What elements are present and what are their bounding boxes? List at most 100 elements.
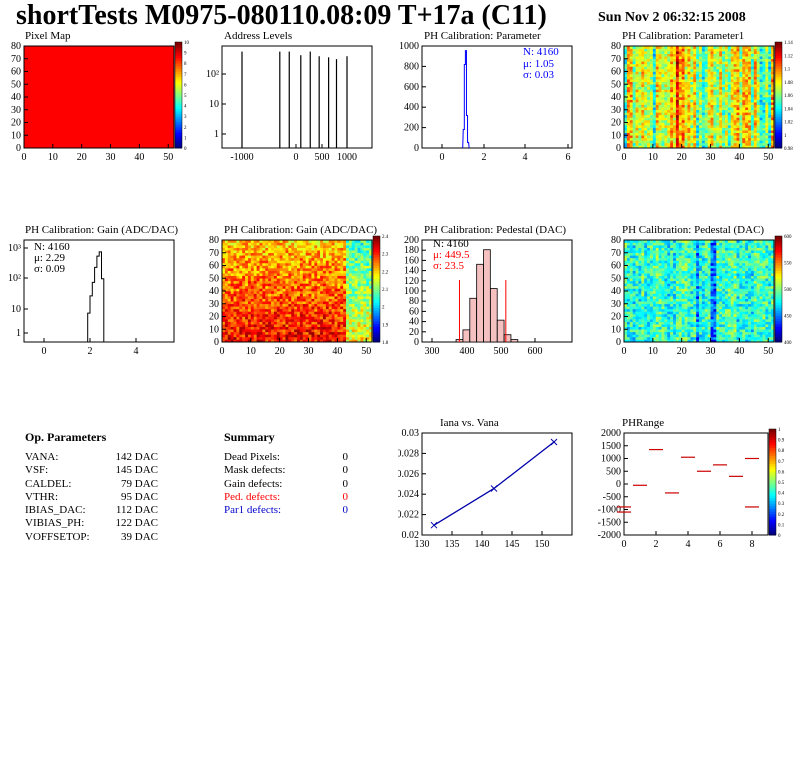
heatmap-cell [719, 336, 723, 340]
heatmap-cell [302, 247, 306, 251]
heatmap-cell [710, 132, 714, 136]
heatmap-cell [644, 140, 648, 144]
heatmap-cell [632, 74, 636, 77]
heatmap-cell [664, 107, 668, 111]
heatmap-cell [696, 53, 700, 57]
heatmap-cell [253, 255, 257, 259]
heatmap-cell [727, 48, 732, 52]
heatmap-cell [681, 336, 685, 340]
heatmap-cell [739, 145, 743, 149]
heatmap-cell [632, 122, 636, 126]
heatmap-cell [649, 91, 654, 95]
heatmap-cell [719, 107, 723, 111]
heatmap-cell [632, 319, 636, 322]
heatmap-cell [641, 326, 645, 330]
heatmap-cell [340, 288, 344, 292]
heatmap-cell [765, 89, 769, 93]
heatmap-cell [748, 127, 752, 131]
colorbar-cell [775, 84, 782, 88]
heatmap-cell [647, 112, 651, 116]
heatmap-cell [696, 319, 700, 322]
heatmap-cell [279, 303, 283, 307]
heatmap-cell [716, 324, 720, 327]
heatmap-cell [291, 313, 295, 317]
heatmap-cell [655, 79, 659, 82]
heatmap-cell [730, 334, 734, 338]
heatmap-cell [664, 94, 668, 98]
heatmap-cell [346, 293, 350, 297]
heatmap-cell [262, 278, 266, 282]
heatmap-cell [687, 140, 691, 144]
heatmap-cell [334, 321, 338, 325]
heatmap-cell [273, 296, 278, 299]
heatmap-cell [308, 242, 312, 246]
heatmap-cell [768, 326, 772, 330]
heatmap-cell [756, 86, 760, 90]
heatmap-cell [736, 119, 740, 123]
heatmap-cell [250, 321, 255, 325]
heatmap-cell [667, 336, 671, 340]
heatmap-cell [268, 273, 272, 276]
heatmap-cell [745, 51, 749, 54]
heatmap-cell [649, 135, 654, 139]
heatmap-cell [230, 331, 234, 335]
heatmap-cell [704, 114, 708, 118]
heatmap-cell [259, 270, 263, 274]
heatmap-cell [624, 321, 628, 325]
heatmap-cell [719, 329, 723, 333]
heatmap-cell [753, 132, 757, 136]
heatmap-cell [265, 316, 269, 320]
heatmap-cell [250, 275, 255, 279]
heatmap-cell [317, 283, 321, 287]
heatmap-cell [707, 324, 711, 327]
heatmap-cell [673, 145, 677, 149]
histogram-bar [483, 249, 491, 343]
heatmap-cell [230, 283, 234, 287]
heatmap-cell [247, 311, 252, 315]
heatmap-cell [771, 79, 775, 82]
heatmap-cell [276, 319, 280, 322]
heatmap-cell [750, 112, 755, 116]
heatmap-cell [224, 252, 229, 256]
heatmap-cell [632, 127, 636, 131]
heatmap-cell [360, 311, 364, 315]
heatmap-cell [346, 301, 350, 305]
heatmap-cell [626, 334, 631, 338]
heatmap-cell [224, 242, 229, 246]
heatmap-cell [716, 102, 720, 105]
heatmap-cell [624, 66, 628, 70]
heatmap-cell [753, 58, 757, 62]
heatmap-cell [314, 278, 318, 282]
heatmap-cell [265, 321, 269, 325]
heatmap-cell [250, 283, 255, 287]
heatmap-cell [736, 109, 740, 113]
heatmap-cell [250, 265, 255, 269]
heatmap-cell [340, 293, 344, 297]
heatmap-cell [664, 114, 668, 118]
heatmap-cell [638, 107, 642, 111]
heatmap-cell [745, 321, 749, 325]
heatmap-cell [745, 56, 749, 60]
heatmap-cell [670, 61, 674, 65]
heatmap-cell [652, 71, 657, 75]
heatmap-cell [678, 130, 682, 133]
heatmap-cell [314, 275, 318, 279]
heatmap-cell [699, 319, 703, 322]
colorbar-cell [175, 76, 182, 80]
heatmap-cell [756, 68, 760, 72]
heatmap-cell [282, 240, 286, 243]
heatmap-cell [288, 273, 292, 276]
ped-hist-title: PH Calibration: Pedestal (DAC) [424, 224, 567, 236]
heatmap-cell [291, 257, 295, 261]
heatmap-cell [724, 58, 729, 62]
heatmap-cell [661, 51, 665, 54]
heatmap-cell [701, 104, 706, 108]
heatmap-cell [299, 339, 304, 343]
heatmap-cell [750, 125, 755, 128]
heatmap-cell [759, 63, 763, 67]
heatmap-cell [745, 329, 749, 333]
heatmap-cell [690, 145, 694, 149]
heatmap-cell [360, 280, 364, 284]
heatmap-cell [678, 104, 682, 108]
heatmap-cell [317, 313, 321, 317]
